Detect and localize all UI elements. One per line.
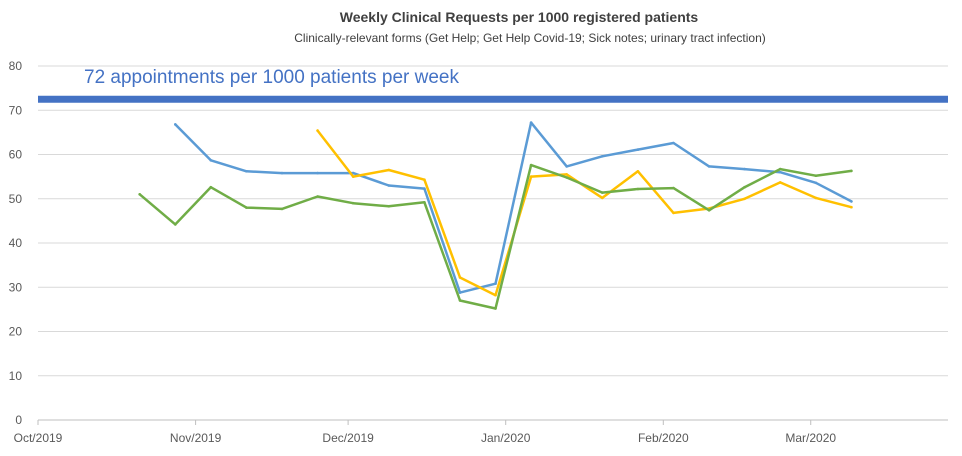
data-point [672, 211, 675, 215]
data-point [672, 186, 675, 190]
data-point [423, 187, 426, 190]
data-point [529, 175, 533, 178]
data-point [529, 121, 533, 124]
data-point [423, 178, 426, 181]
data-point [316, 195, 319, 198]
series-line-2 [316, 129, 853, 297]
data-point [245, 206, 248, 209]
data-point [636, 170, 640, 173]
data-point [601, 191, 604, 194]
data-point [458, 291, 462, 294]
data-point [565, 176, 568, 179]
data-point [778, 167, 782, 171]
y-tick-label: 70 [9, 103, 23, 117]
data-point [351, 201, 355, 205]
x-tick-label: Dec/2019 [322, 431, 374, 445]
x-tick-label: Mar/2020 [785, 431, 836, 445]
data-point [529, 163, 533, 167]
x-tick-label: Feb/2020 [638, 431, 689, 445]
chart-title: Weekly Clinical Requests per 1000 regist… [340, 9, 699, 25]
data-point [494, 307, 497, 310]
data-point [850, 169, 853, 173]
data-point [778, 170, 782, 174]
data-point [672, 141, 675, 145]
series-group [138, 121, 853, 310]
data-point [565, 173, 568, 176]
x-tick-label: Nov/2019 [170, 431, 222, 445]
data-point [494, 282, 497, 286]
data-point [351, 175, 355, 178]
data-point [743, 197, 746, 201]
data-point [280, 171, 284, 175]
data-point [174, 223, 177, 226]
data-point [138, 193, 141, 196]
data-point [707, 209, 711, 212]
data-point [209, 185, 213, 189]
y-tick-label: 80 [9, 59, 23, 73]
data-point [387, 184, 391, 187]
y-tick-label: 50 [9, 192, 23, 206]
data-point [707, 165, 711, 168]
data-point [565, 165, 568, 168]
data-point [245, 170, 248, 173]
data-point [601, 196, 604, 200]
series-line-1 [174, 121, 853, 294]
data-point [387, 205, 391, 208]
reference-line-group: 72 appointments per 1000 patients per we… [38, 67, 948, 103]
data-point [814, 174, 818, 177]
x-tick-label: Oct/2019 [14, 431, 63, 445]
gridlines [38, 65, 948, 377]
y-tick-label: 30 [9, 280, 23, 294]
y-tick-label: 20 [9, 325, 23, 339]
reference-line-label: 72 appointments per 1000 patients per we… [84, 67, 459, 88]
data-point [174, 123, 177, 126]
data-point [601, 155, 604, 158]
data-point [636, 187, 640, 191]
data-point [636, 148, 640, 151]
data-point [743, 185, 746, 189]
data-point [209, 159, 213, 162]
data-point [458, 299, 462, 302]
data-point [814, 196, 818, 200]
y-tick-label: 60 [9, 148, 23, 162]
data-point [458, 276, 462, 279]
data-point [387, 168, 391, 172]
data-point [280, 207, 284, 211]
y-tick-label: 40 [9, 236, 23, 250]
data-point [850, 205, 853, 209]
data-point [316, 129, 319, 132]
data-point [743, 167, 746, 171]
x-tick-label: Jan/2020 [481, 431, 531, 445]
data-point [423, 201, 426, 204]
chart-subtitle: Clinically-relevant forms (Get Help; Get… [294, 31, 766, 45]
data-point [494, 293, 497, 297]
y-tick-label: 10 [9, 369, 23, 383]
y-tick-label: 0 [15, 413, 22, 427]
data-point [316, 171, 319, 175]
data-point [850, 200, 853, 203]
data-point [778, 181, 782, 184]
data-point [814, 181, 818, 185]
axes: 0 10 20 30 40 50 60 70 80 Oct/2019 Nov/2019 Dec/201… [9, 59, 948, 445]
